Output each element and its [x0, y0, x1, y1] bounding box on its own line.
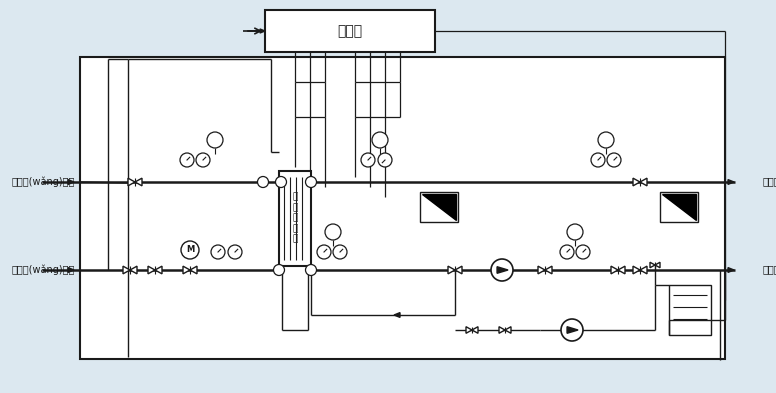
Polygon shape	[466, 327, 472, 333]
Text: 一次網(wǎng)供水: 一次網(wǎng)供水	[12, 177, 75, 187]
Circle shape	[560, 245, 574, 259]
Circle shape	[361, 153, 375, 167]
Text: 板
式
換
熱
器: 板 式 換 熱 器	[293, 193, 298, 243]
Text: 二次網(wǎng)回水: 二次網(wǎng)回水	[763, 265, 776, 275]
Polygon shape	[633, 178, 640, 186]
Polygon shape	[183, 266, 190, 274]
Circle shape	[567, 224, 583, 240]
Polygon shape	[650, 262, 655, 268]
Circle shape	[317, 245, 331, 259]
Circle shape	[181, 241, 199, 259]
Polygon shape	[394, 312, 400, 318]
Polygon shape	[190, 266, 197, 274]
Circle shape	[598, 132, 614, 148]
Polygon shape	[640, 266, 647, 274]
Polygon shape	[448, 266, 455, 274]
Bar	[265, 10, 435, 52]
Polygon shape	[633, 266, 640, 274]
Polygon shape	[68, 268, 74, 272]
Polygon shape	[728, 268, 734, 272]
Polygon shape	[128, 178, 135, 186]
Polygon shape	[455, 266, 462, 274]
Polygon shape	[148, 266, 155, 274]
Polygon shape	[260, 29, 265, 33]
Circle shape	[591, 153, 605, 167]
Circle shape	[306, 264, 317, 275]
Circle shape	[275, 176, 286, 187]
Circle shape	[607, 153, 621, 167]
Bar	[669, 285, 711, 335]
Circle shape	[561, 319, 583, 341]
Text: 一次網(wǎng)回水: 一次網(wǎng)回水	[12, 265, 75, 275]
Polygon shape	[135, 178, 142, 186]
Polygon shape	[728, 180, 734, 184]
Polygon shape	[538, 266, 545, 274]
Polygon shape	[640, 178, 647, 186]
Text: 控制器: 控制器	[338, 24, 362, 38]
Circle shape	[258, 176, 268, 187]
Polygon shape	[662, 194, 696, 220]
Circle shape	[211, 245, 225, 259]
Bar	[420, 192, 458, 222]
Circle shape	[333, 245, 347, 259]
Polygon shape	[499, 327, 505, 333]
Polygon shape	[567, 327, 578, 333]
Circle shape	[576, 245, 590, 259]
Circle shape	[207, 132, 223, 148]
Bar	[80, 57, 725, 359]
Polygon shape	[68, 180, 74, 184]
Circle shape	[228, 245, 242, 259]
Polygon shape	[655, 262, 660, 268]
Polygon shape	[611, 266, 618, 274]
Polygon shape	[505, 327, 511, 333]
Polygon shape	[618, 266, 625, 274]
Circle shape	[372, 132, 388, 148]
Polygon shape	[472, 327, 478, 333]
Polygon shape	[123, 266, 130, 274]
Circle shape	[196, 153, 210, 167]
Text: M: M	[186, 246, 194, 255]
Polygon shape	[422, 194, 456, 220]
Polygon shape	[155, 266, 162, 274]
Bar	[660, 192, 698, 222]
Polygon shape	[545, 266, 552, 274]
Circle shape	[378, 153, 392, 167]
Circle shape	[325, 224, 341, 240]
Polygon shape	[130, 266, 137, 274]
Text: 二次網(wǎng)供水: 二次網(wǎng)供水	[763, 177, 776, 187]
Polygon shape	[497, 267, 508, 273]
Bar	[279, 171, 311, 266]
Circle shape	[180, 153, 194, 167]
Circle shape	[306, 176, 317, 187]
Circle shape	[491, 259, 513, 281]
Circle shape	[273, 264, 285, 275]
